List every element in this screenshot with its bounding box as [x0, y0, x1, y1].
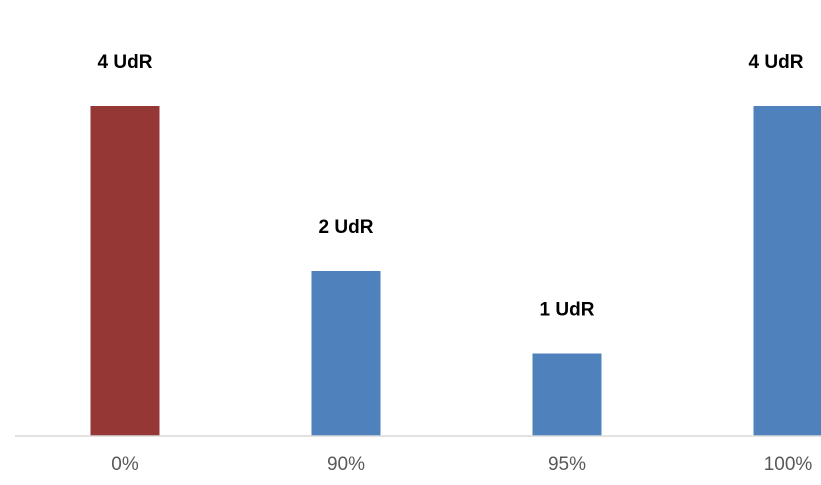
- x-tick-label: 100%: [764, 454, 813, 475]
- x-tick-label: 90%: [327, 454, 365, 475]
- bar-data-label: 4 UdR: [98, 52, 153, 73]
- bar-90pct: [311, 271, 381, 436]
- bar-100pct: [753, 106, 821, 436]
- x-tick-labels-group: 0% 90% 95% 100%: [111, 454, 812, 475]
- x-tick-label: 95%: [548, 454, 586, 475]
- x-tick-label: 0%: [111, 454, 139, 475]
- bar-data-label: 2 UdR: [319, 217, 374, 238]
- data-labels-group: 4 UdR 2 UdR 1 UdR 4 UdR: [98, 52, 804, 321]
- bar-data-label: 1 UdR: [540, 300, 595, 321]
- bars-group: [90, 106, 821, 436]
- bar-95pct: [532, 353, 602, 436]
- bar-0pct: [90, 106, 160, 436]
- bar-data-label: 4 UdR: [749, 52, 804, 73]
